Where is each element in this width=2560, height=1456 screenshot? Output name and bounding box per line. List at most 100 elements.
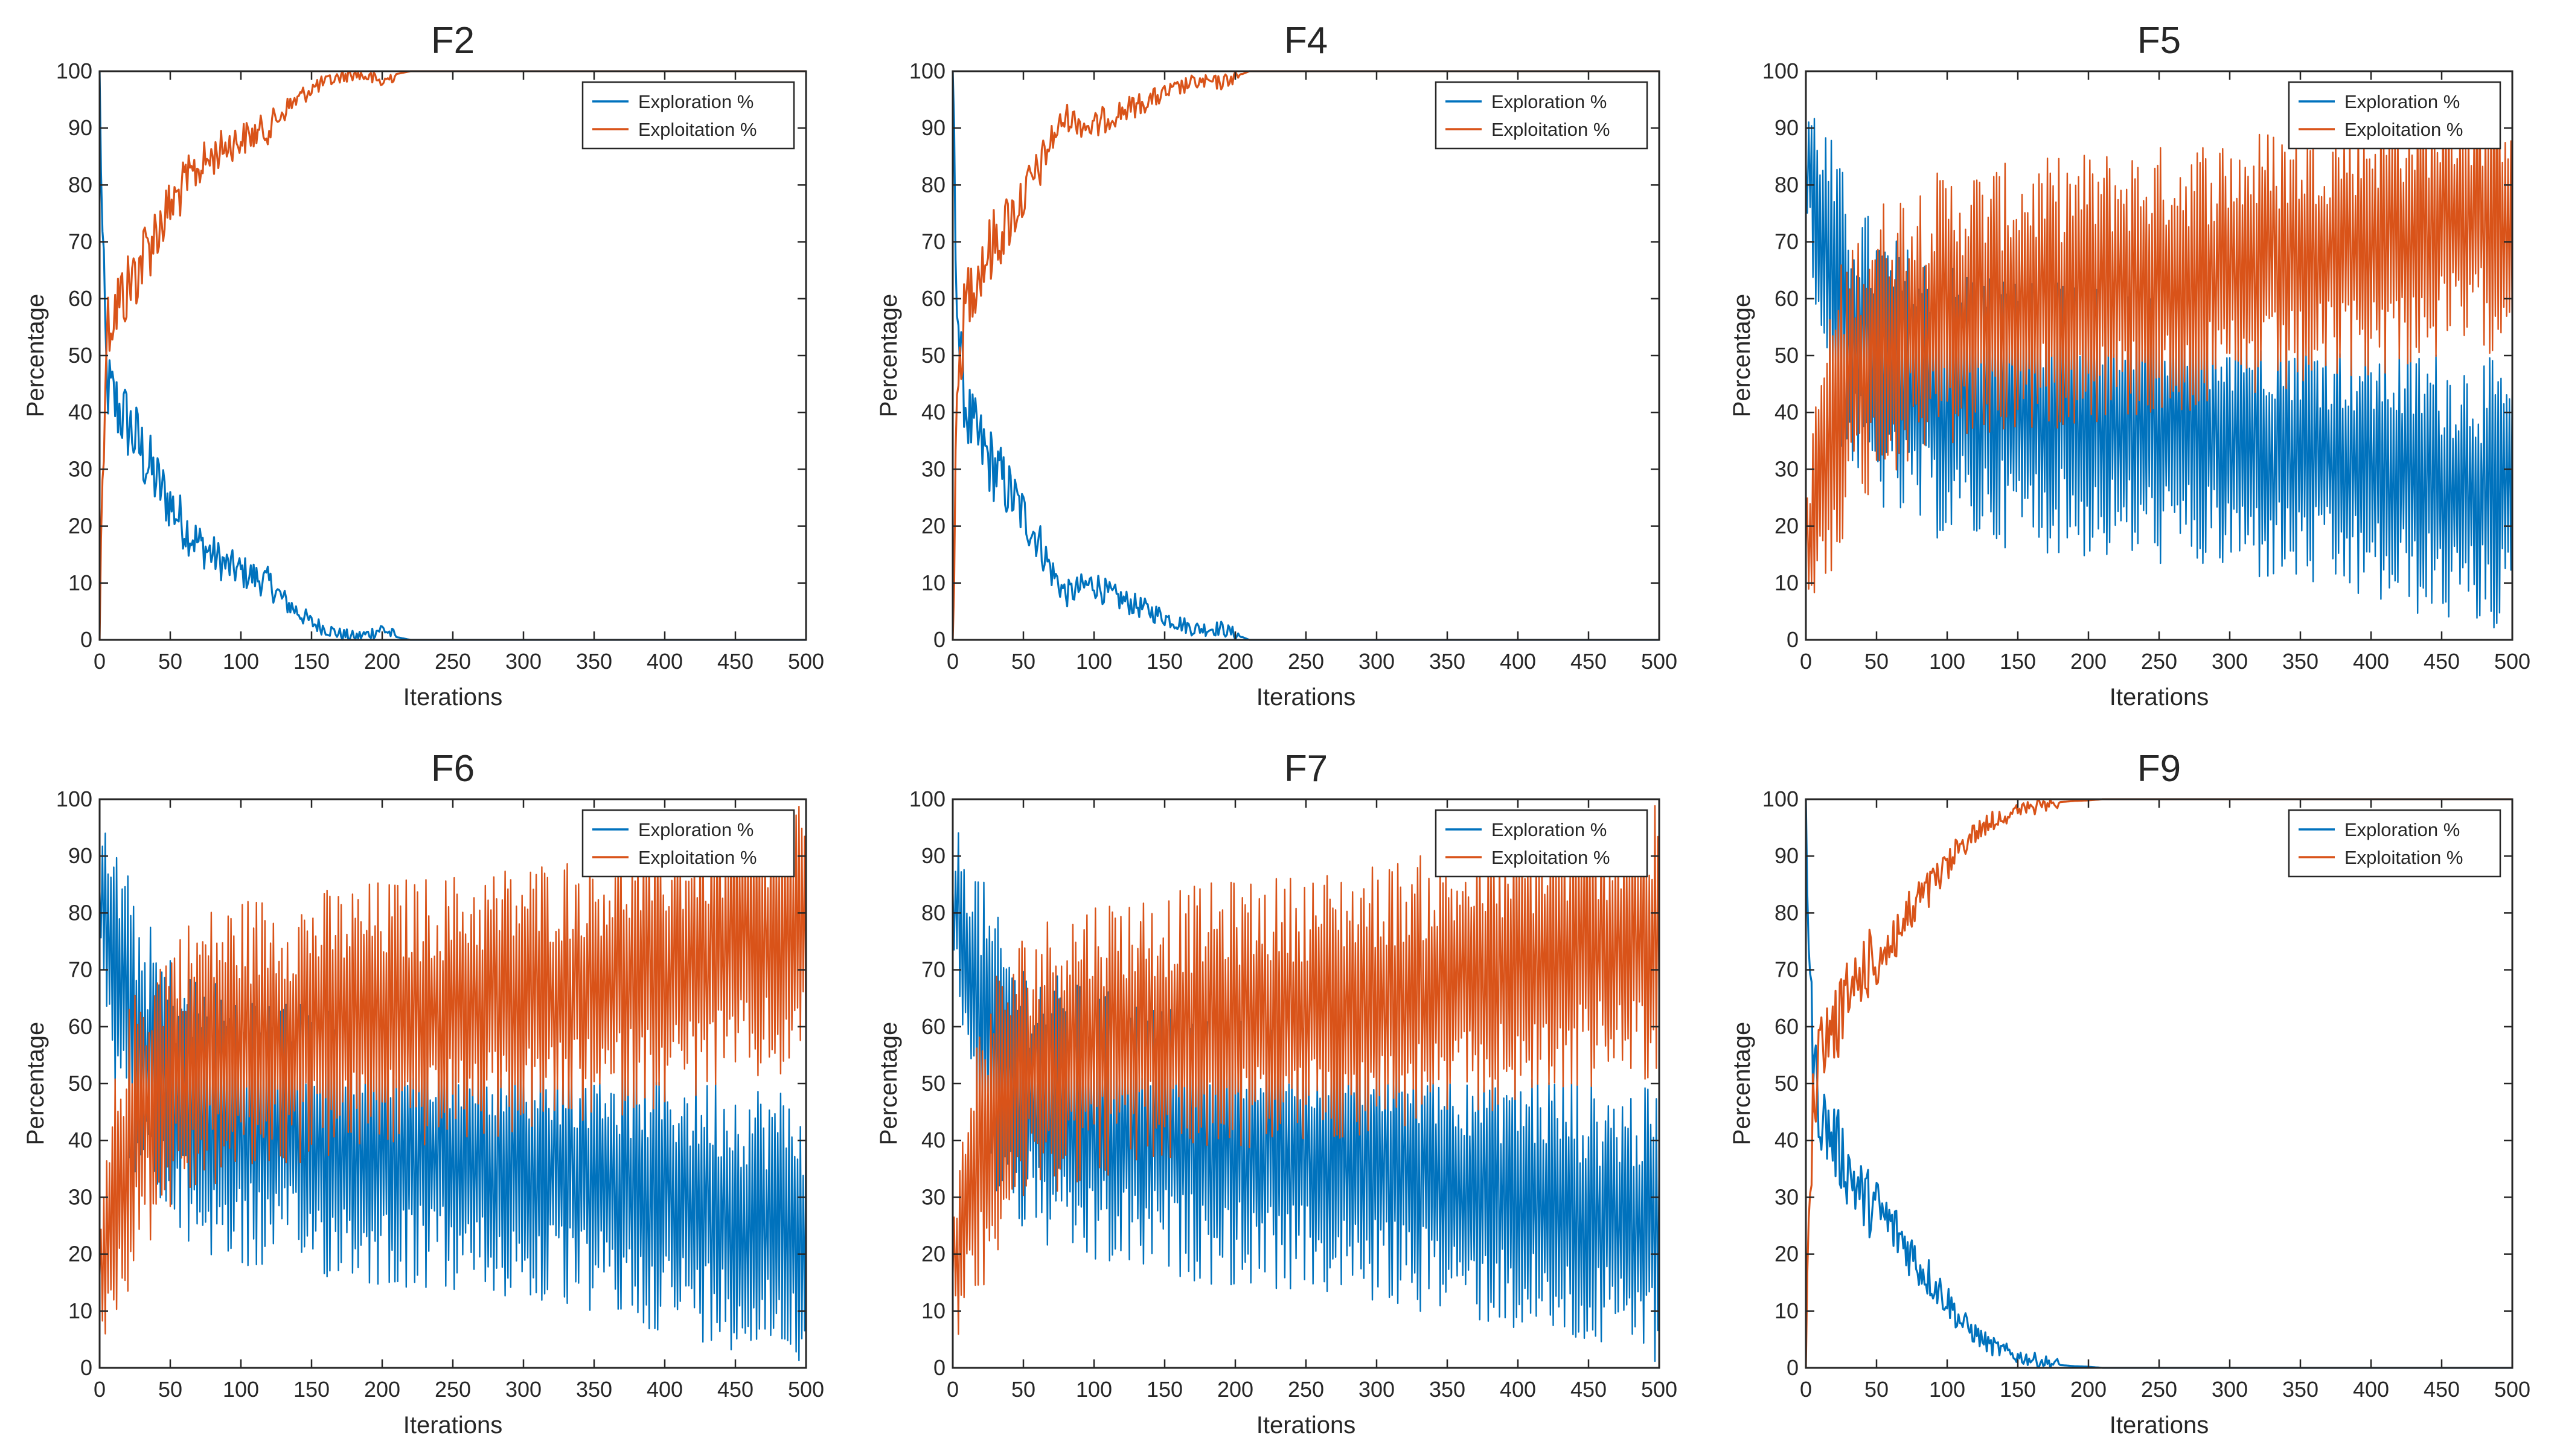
x-tick-label: 450 [2424,1377,2460,1402]
y-tick-label: 70 [68,229,92,254]
y-tick-label: 40 [68,400,92,424]
x-tick-label: 350 [576,1377,612,1402]
legend: Exploration % Exploitation % [2288,81,2501,150]
y-tick-label: 70 [1774,229,1799,254]
x-tick-label: 200 [2070,1377,2107,1402]
legend-label-exploration: Exploration % [1491,819,1607,840]
x-tick-label: 250 [435,649,471,674]
x-tick-label: 300 [505,1377,542,1402]
y-tick-label: 50 [68,1071,92,1096]
x-tick-label: 200 [364,649,400,674]
y-tick-label: 90 [921,843,946,868]
y-tick-label: 70 [68,957,92,982]
x-axis-label: Iterations [403,684,503,710]
x-tick-label: 500 [788,649,824,674]
legend-box [1435,81,1648,150]
y-tick-label: 30 [68,456,92,481]
y-tick-label: 20 [921,514,946,538]
chart-panel-f9: F9 0 50 100 150 200 250 300 350 400 450 500 0 10 20 30 4… [1729,748,2530,1438]
legend-label-exploitation: Exploitation % [2344,847,2463,868]
y-tick-label: 80 [921,172,946,197]
y-tick-label: 60 [1774,1014,1799,1039]
x-tick-label: 450 [1570,649,1607,674]
y-tick-label: 70 [921,957,946,982]
x-tick-label: 150 [1147,649,1183,674]
x-tick-label: 0 [947,1377,959,1402]
x-tick-label: 50 [1011,1377,1035,1402]
y-tick-label: 20 [1774,1242,1799,1266]
series-line-exploitation [952,805,1660,1335]
legend-label-exploration: Exploration % [638,91,754,112]
y-tick-label: 80 [68,172,92,197]
y-tick-label: 90 [68,115,92,140]
x-tick-label: 100 [223,1377,259,1402]
x-tick-label: 0 [947,649,959,674]
legend-box [1435,809,1648,878]
chart-title: F6 [431,748,475,790]
y-tick-label: 20 [68,1242,92,1266]
x-tick-label: 400 [1500,1377,1536,1402]
y-axis-label: Percentage [1729,294,1755,418]
x-tick-label: 250 [435,1377,471,1402]
y-tick-label: 10 [921,1298,946,1323]
x-tick-label: 350 [576,649,612,674]
x-tick-label: 400 [647,1377,683,1402]
x-tick-label: 400 [1500,649,1536,674]
x-tick-label: 350 [1429,649,1465,674]
x-tick-label: 150 [293,1377,330,1402]
x-tick-label: 300 [1358,649,1395,674]
x-tick-label: 50 [158,1377,182,1402]
x-tick-label: 50 [1864,649,1889,674]
y-axis-label: Percentage [875,294,902,418]
y-tick-label: 100 [909,59,946,83]
y-tick-label: 80 [1774,900,1799,925]
chart-title: F4 [1284,20,1328,62]
chart-title: F9 [2137,748,2181,790]
x-axis-label: Iterations [2110,684,2209,710]
y-tick-label: 70 [1774,957,1799,982]
x-tick-label: 250 [1288,649,1324,674]
y-tick-label: 60 [921,1014,946,1039]
y-tick-label: 50 [921,343,946,368]
x-tick-label: 100 [1929,1377,1965,1402]
y-tick-label: 20 [1774,514,1799,538]
legend: Exploration % Exploitation % [2288,809,2501,878]
y-tick-label: 0 [1787,1355,1799,1380]
plot-area [1806,799,2512,1368]
x-tick-label: 200 [1217,649,1253,674]
x-tick-label: 250 [1288,1377,1324,1402]
y-tick-label: 90 [921,115,946,140]
x-tick-label: 200 [1217,1377,1253,1402]
legend-box [2288,81,2501,150]
legend-box [581,81,795,150]
y-tick-label: 40 [68,1128,92,1152]
chart-panel-f5: F5 0 50 100 150 200 250 300 350 400 450 500 0 10 20 30 4… [1729,20,2530,710]
x-tick-label: 500 [1641,649,1677,674]
y-tick-label: 50 [1774,343,1799,368]
x-tick-label: 50 [1864,1377,1889,1402]
x-tick-label: 100 [1929,649,1965,674]
x-axis-label: Iterations [1256,684,1356,710]
legend-label-exploration: Exploration % [1491,91,1607,112]
legend-label-exploitation: Exploitation % [1491,119,1610,140]
x-tick-label: 300 [1358,1377,1395,1402]
x-tick-label: 350 [2282,1377,2318,1402]
y-tick-label: 70 [921,229,946,254]
y-tick-label: 90 [1774,115,1799,140]
x-axis-label: Iterations [1256,1412,1356,1438]
series-line-exploitation [98,805,807,1335]
y-tick-label: 0 [933,627,946,652]
y-tick-label: 40 [921,400,946,424]
x-tick-label: 300 [505,649,542,674]
legend: Exploration % Exploitation % [581,809,795,878]
x-tick-label: 400 [2353,1377,2389,1402]
y-tick-label: 10 [1774,570,1799,595]
y-tick-label: 0 [1787,627,1799,652]
y-tick-label: 30 [1774,1184,1799,1209]
chart-title: F7 [1284,748,1328,790]
x-tick-label: 400 [647,649,683,674]
x-tick-label: 200 [364,1377,400,1402]
y-tick-label: 20 [68,514,92,538]
y-tick-label: 40 [921,1128,946,1152]
